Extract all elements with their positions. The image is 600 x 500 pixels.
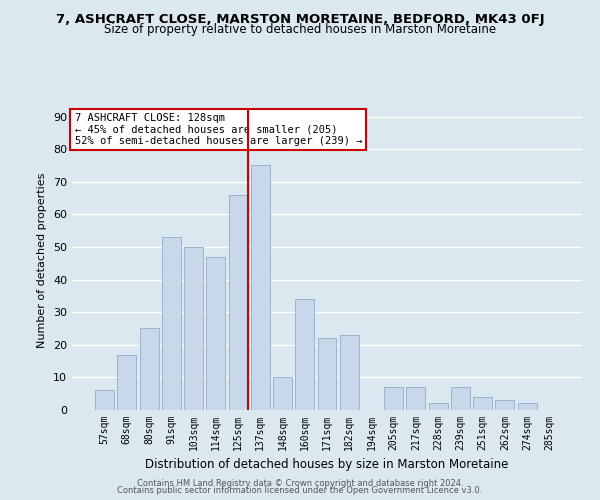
Bar bbox=[140, 328, 158, 410]
Text: 7 ASHCRAFT CLOSE: 128sqm
← 45% of detached houses are smaller (205)
52% of semi-: 7 ASHCRAFT CLOSE: 128sqm ← 45% of detach… bbox=[74, 113, 362, 146]
Bar bbox=[118, 354, 136, 410]
Bar bbox=[429, 404, 448, 410]
Bar bbox=[518, 404, 536, 410]
Text: Contains HM Land Registry data © Crown copyright and database right 2024.: Contains HM Land Registry data © Crown c… bbox=[137, 478, 463, 488]
Bar bbox=[251, 166, 270, 410]
Bar bbox=[206, 256, 225, 410]
Bar bbox=[473, 397, 492, 410]
X-axis label: Distribution of detached houses by size in Marston Moretaine: Distribution of detached houses by size … bbox=[145, 458, 509, 471]
Bar bbox=[340, 335, 359, 410]
Y-axis label: Number of detached properties: Number of detached properties bbox=[37, 172, 47, 348]
Bar bbox=[229, 195, 248, 410]
Text: Contains public sector information licensed under the Open Government Licence v3: Contains public sector information licen… bbox=[118, 486, 482, 495]
Bar bbox=[184, 247, 203, 410]
Bar bbox=[295, 299, 314, 410]
Bar bbox=[95, 390, 114, 410]
Bar bbox=[384, 387, 403, 410]
Bar bbox=[273, 378, 292, 410]
Bar bbox=[406, 387, 425, 410]
Text: 7, ASHCRAFT CLOSE, MARSTON MORETAINE, BEDFORD, MK43 0FJ: 7, ASHCRAFT CLOSE, MARSTON MORETAINE, BE… bbox=[56, 12, 544, 26]
Text: Size of property relative to detached houses in Marston Moretaine: Size of property relative to detached ho… bbox=[104, 24, 496, 36]
Bar bbox=[317, 338, 337, 410]
Bar bbox=[162, 237, 181, 410]
Bar bbox=[496, 400, 514, 410]
Bar bbox=[451, 387, 470, 410]
